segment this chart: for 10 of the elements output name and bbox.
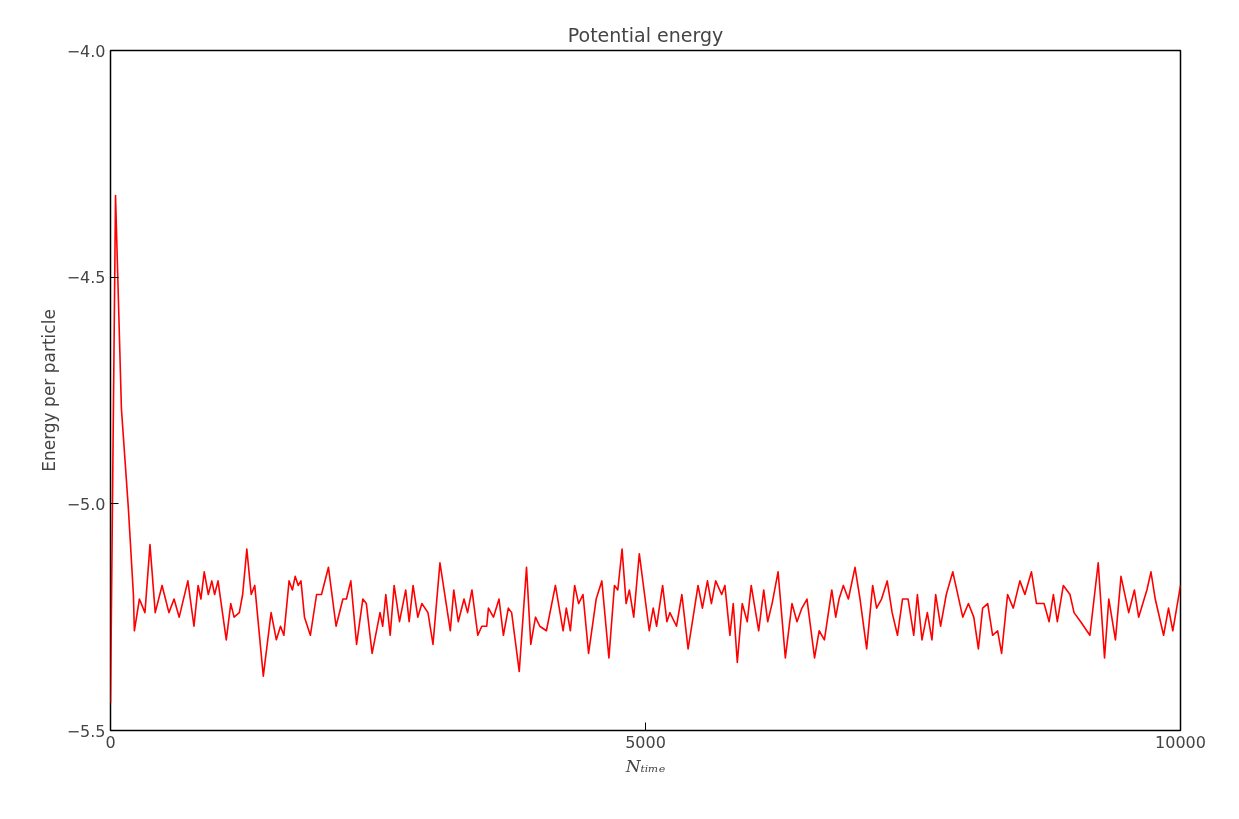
x-tick-label: 0	[105, 732, 116, 752]
y-tick-label: −4.5	[66, 268, 106, 288]
y-tick-label: −5.0	[66, 494, 106, 514]
y-tick-label: −4.0	[66, 41, 106, 61]
x-tick-label: 5000	[625, 732, 666, 752]
x-axis-title: Nₜᵢₘₑ	[624, 755, 666, 776]
y-axis-title: Energy per particle	[38, 309, 59, 472]
y-tick-label: −5.5	[66, 721, 106, 741]
x-tick-label: 10000	[1155, 732, 1206, 752]
chart-title: Potential energy	[567, 23, 724, 46]
